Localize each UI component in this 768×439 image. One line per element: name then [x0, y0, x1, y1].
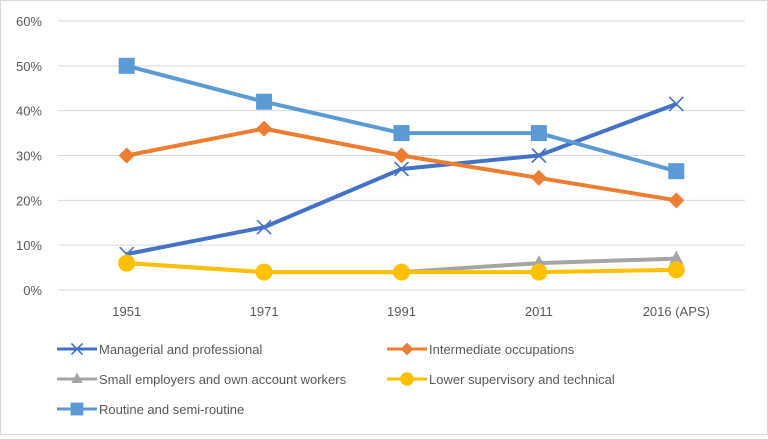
y-tick-label: 10% — [16, 238, 42, 253]
data-point — [667, 261, 685, 279]
x-tick-label: 2016 (APS) — [643, 304, 710, 319]
data-point — [256, 93, 273, 110]
data-point — [530, 169, 547, 186]
legend-marker — [70, 342, 84, 356]
data-point — [669, 250, 684, 264]
data-point — [256, 120, 273, 137]
y-tick-label: 0% — [23, 283, 42, 298]
data-point — [393, 125, 410, 142]
y-tick-label: 20% — [16, 193, 42, 208]
legend-label: Small employers and own account workers — [99, 372, 347, 387]
data-point — [118, 254, 136, 272]
y-tick-label: 40% — [16, 104, 42, 119]
data-point — [393, 147, 410, 164]
data-point — [256, 219, 272, 235]
legend-marker — [400, 342, 414, 356]
data-point — [393, 263, 410, 281]
y-tick-label: 60% — [16, 14, 42, 29]
data-point — [530, 125, 547, 142]
legend-label: Lower supervisory and technical — [429, 372, 615, 387]
data-point — [118, 147, 135, 164]
data-point — [393, 161, 410, 177]
y-tick-label: 50% — [16, 59, 42, 74]
data-point — [530, 263, 548, 281]
data-point — [668, 96, 684, 112]
y-tick-label: 30% — [16, 149, 42, 164]
x-tick-label: 1991 — [387, 304, 416, 319]
legend-marker — [71, 372, 83, 383]
data-point — [118, 57, 135, 74]
legend-marker — [70, 402, 84, 416]
data-point — [255, 263, 273, 281]
x-tick-label: 1951 — [112, 304, 141, 319]
legend-label: Routine and semi-routine — [99, 402, 244, 417]
data-point — [668, 192, 685, 209]
data-point — [668, 163, 685, 180]
legend-label: Managerial and professional — [99, 342, 262, 357]
legend-marker — [400, 372, 414, 386]
legend-label: Intermediate occupations — [429, 342, 575, 357]
x-tick-label: 2011 — [525, 304, 553, 319]
x-tick-label: 1971 — [250, 304, 279, 319]
data-point — [531, 147, 547, 164]
